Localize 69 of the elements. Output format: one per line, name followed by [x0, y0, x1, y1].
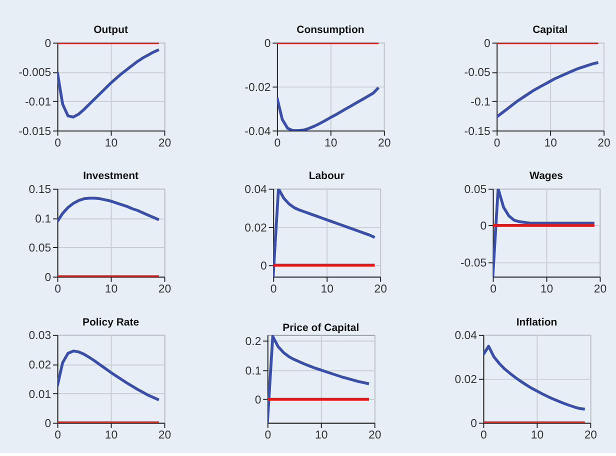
y-tick-label: 0.05	[464, 184, 487, 196]
y-tick-label: 0	[254, 394, 262, 407]
chart-title: Investment	[83, 170, 139, 182]
y-tick-label: 0	[260, 260, 267, 272]
chart-title: Output	[94, 24, 128, 36]
y-tick-label: 0.1	[245, 365, 262, 378]
x-tick-label: 20	[158, 283, 172, 296]
y-tick-label: 0	[44, 418, 52, 430]
x-tick-label: 10	[540, 283, 554, 296]
x-tick-label: 20	[594, 283, 607, 296]
x-tick-label: 20	[584, 430, 598, 442]
y-tick-label: 0.02	[28, 359, 52, 372]
y-tick-label: -0.05	[460, 257, 487, 270]
line-series	[276, 86, 380, 131]
x-tick-label: 10	[314, 430, 328, 442]
y-tick-label: 0.04	[454, 330, 478, 342]
chart-title: Consumption	[296, 24, 364, 36]
y-tick-label: -0.04	[244, 126, 272, 138]
y-tick-label: 0	[470, 418, 478, 430]
y-tick-label: 0.05	[28, 242, 52, 255]
chart-title: Policy Rate	[82, 316, 140, 328]
line-series	[57, 350, 160, 402]
x-tick-label: 20	[374, 283, 387, 296]
chart-title: Labour	[308, 170, 344, 182]
x-tick-label: 20	[158, 137, 172, 150]
y-tick-label: 0	[44, 38, 52, 50]
line-series	[496, 61, 600, 118]
y-tick-label: -0.1	[470, 96, 490, 109]
y-tick-label: 0.04	[244, 184, 268, 196]
x-tick-label: 0	[494, 137, 500, 150]
y-tick-label: -0.02	[244, 82, 271, 94]
x-tick-label: 10	[104, 137, 118, 150]
x-tick-label: 20	[378, 137, 391, 150]
chart-title: Inflation	[516, 316, 558, 328]
chart-title: Wages	[530, 170, 564, 182]
x-tick-label: 10	[324, 137, 338, 150]
y-tick-label: 0	[264, 38, 271, 50]
y-tick-label: 0	[480, 220, 487, 233]
line-series	[57, 48, 160, 118]
y-tick-label: -0.15	[464, 126, 490, 138]
y-tick-label: 0.01	[28, 388, 52, 401]
x-tick-label: 20	[598, 137, 610, 150]
y-tick-label: 0.1	[35, 213, 52, 226]
x-tick-label: 20	[368, 430, 382, 442]
x-tick-label: 10	[530, 430, 544, 442]
x-tick-label: 0	[54, 283, 61, 296]
y-tick-label: 0	[44, 272, 52, 284]
x-tick-label: 0	[54, 430, 61, 442]
y-tick-label: 0.03	[28, 330, 52, 342]
x-tick-label: 10	[320, 283, 334, 296]
y-tick-label: 0.15	[28, 184, 52, 196]
y-tick-label: 0.02	[454, 374, 478, 386]
x-tick-label: 20	[158, 430, 172, 442]
y-tick-label: 0	[484, 38, 490, 50]
x-tick-label: 0	[54, 137, 61, 150]
y-tick-label: 0.02	[244, 222, 267, 234]
chart-title: Price of Capital	[282, 322, 360, 334]
x-tick-label: 10	[544, 137, 557, 150]
x-tick-label: 10	[104, 283, 118, 296]
x-tick-label: 0	[274, 137, 281, 150]
line-series	[483, 344, 586, 411]
y-tick-label: 0.2	[245, 336, 262, 348]
y-tick-label: -0.005	[18, 67, 52, 80]
chart-title: Capital	[532, 24, 568, 36]
y-tick-label: -0.05	[464, 67, 490, 80]
line-series	[57, 196, 160, 224]
x-tick-label: 10	[104, 430, 118, 442]
y-tick-label: -0.01	[24, 96, 52, 109]
y-tick-label: -0.015	[18, 126, 52, 138]
